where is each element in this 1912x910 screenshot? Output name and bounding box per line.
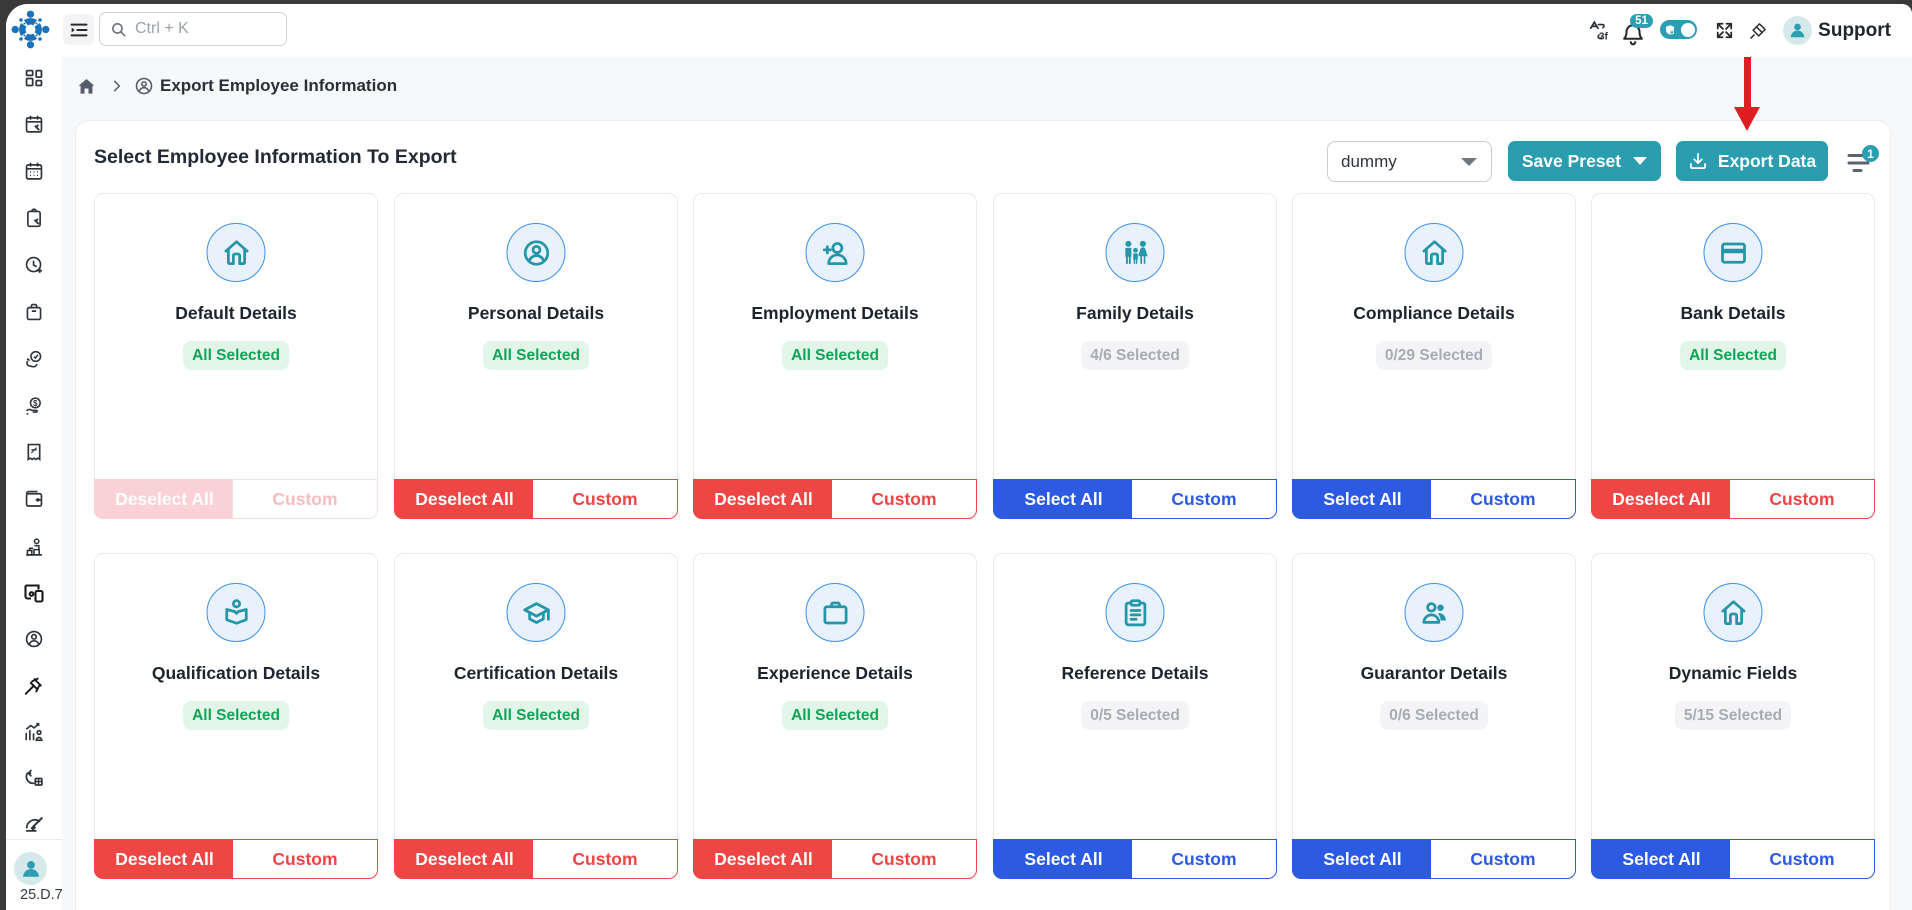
svg-text:$: $ xyxy=(33,399,38,408)
svg-text:3f: 3f xyxy=(1599,31,1609,42)
